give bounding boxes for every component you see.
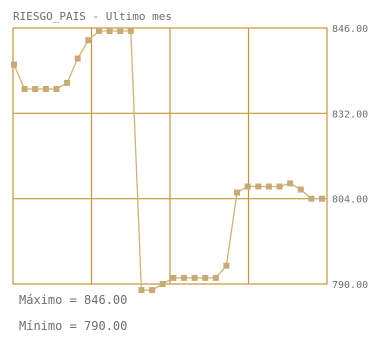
data-point — [212, 274, 219, 281]
data-point — [287, 180, 294, 187]
chart-markers-group — [11, 28, 325, 294]
data-point — [191, 274, 198, 281]
y-tick-label: 846.00 — [332, 24, 368, 35]
max-value-label: Máximo = 846.00 — [19, 293, 128, 307]
chart-grid — [12, 27, 328, 285]
data-point — [64, 79, 71, 86]
y-tick-label: 804.00 — [332, 195, 368, 206]
data-point — [223, 262, 230, 269]
data-point — [42, 86, 49, 92]
data-point — [106, 28, 113, 34]
y-tick-label: 832.00 — [332, 109, 368, 120]
data-point — [159, 281, 166, 287]
chart-series-line-group — [13, 30, 322, 291]
data-point — [180, 274, 187, 281]
data-point — [127, 28, 134, 34]
data-point — [85, 37, 92, 44]
data-point — [276, 183, 283, 190]
data-point — [319, 195, 325, 202]
data-point — [74, 55, 81, 62]
data-point — [117, 28, 124, 34]
data-point — [255, 183, 262, 190]
chart-y-ticks-group: 846.00 832.00 804.00 790.00 — [332, 24, 368, 291]
data-point — [11, 61, 17, 68]
data-point — [202, 274, 209, 281]
data-point — [138, 287, 145, 294]
data-point — [234, 189, 240, 196]
data-point — [21, 86, 28, 92]
y-tick-label: 790.00 — [332, 280, 368, 291]
data-point — [297, 186, 304, 193]
data-point — [149, 287, 156, 294]
data-point — [96, 28, 102, 34]
data-point — [244, 183, 251, 190]
min-value-label: Mínimo = 790.00 — [19, 319, 128, 333]
data-point — [308, 195, 315, 202]
data-point — [170, 274, 177, 281]
series-line — [13, 30, 322, 291]
data-point — [32, 86, 39, 92]
data-point — [53, 86, 60, 92]
data-point — [265, 183, 272, 190]
chart-title: RIESGO_PAIS - Ultimo mes — [13, 10, 172, 23]
